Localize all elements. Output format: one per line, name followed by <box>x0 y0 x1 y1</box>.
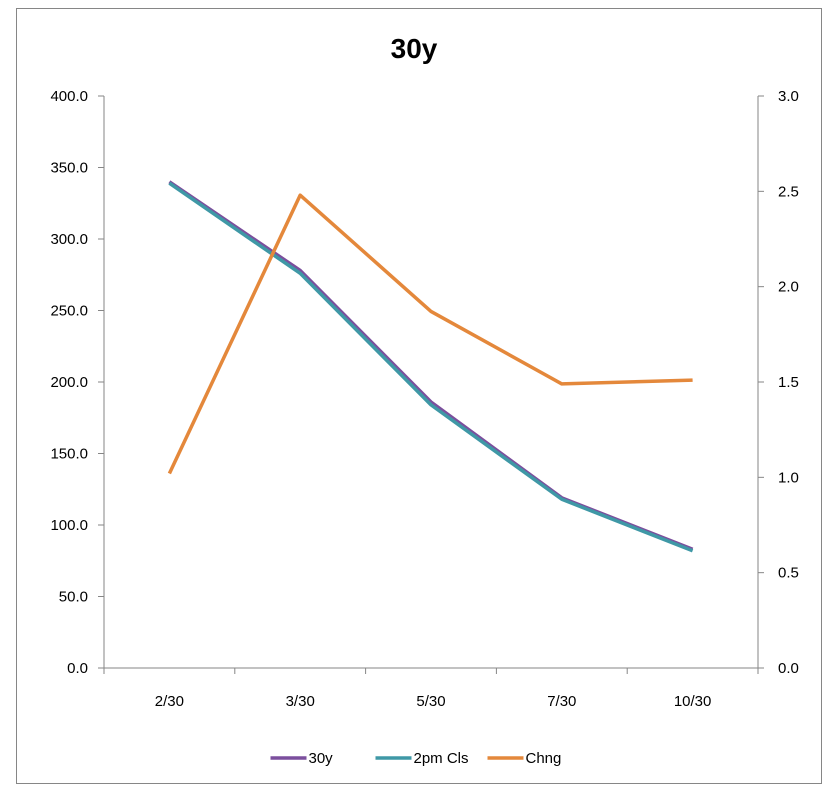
left-tick-label: 400.0 <box>50 88 88 105</box>
series-lines <box>167 180 694 553</box>
right-tick-label: 0.0 <box>778 660 799 677</box>
right-tick-label: 2.5 <box>778 183 799 200</box>
chart-area <box>16 8 822 784</box>
right-tick-label: 1.5 <box>778 374 799 391</box>
axes: 400.0 350.0 300.0 250.0 200.0 150.0 100.0 50.0 0… <box>50 88 798 710</box>
legend-label: 2pm Cls <box>414 750 469 767</box>
left-tick-label: 300.0 <box>50 231 88 248</box>
legend-label: 30y <box>309 750 334 767</box>
left-tick-label: 350.0 <box>50 160 88 177</box>
right-tick-label: 1.0 <box>778 469 799 486</box>
left-tick-label: 150.0 <box>50 446 88 463</box>
series-line-chng <box>167 193 693 475</box>
left-tick-label: 0.0 <box>67 660 88 677</box>
x-tick-label: 2/30 <box>155 693 184 710</box>
right-tick-label: 3.0 <box>778 88 799 105</box>
x-tick-label: 5/30 <box>416 693 445 710</box>
left-tick-label: 100.0 <box>50 517 88 534</box>
x-tick-label: 3/30 <box>286 693 315 710</box>
legend-label: Chng <box>526 750 562 767</box>
right-tick-label: 0.5 <box>778 565 799 582</box>
chart-title: 30y <box>391 33 438 64</box>
legend: 30y 2pm Cls Chng <box>270 750 562 767</box>
series-line-2pm-cls <box>168 181 694 553</box>
right-tick-label: 2.0 <box>778 279 799 296</box>
left-tick-label: 250.0 <box>50 303 88 320</box>
left-tick-label: 50.0 <box>59 589 88 606</box>
x-tick-label: 7/30 <box>547 693 576 710</box>
left-tick-label: 200.0 <box>50 374 88 391</box>
x-tick-label: 10/30 <box>674 693 712 710</box>
